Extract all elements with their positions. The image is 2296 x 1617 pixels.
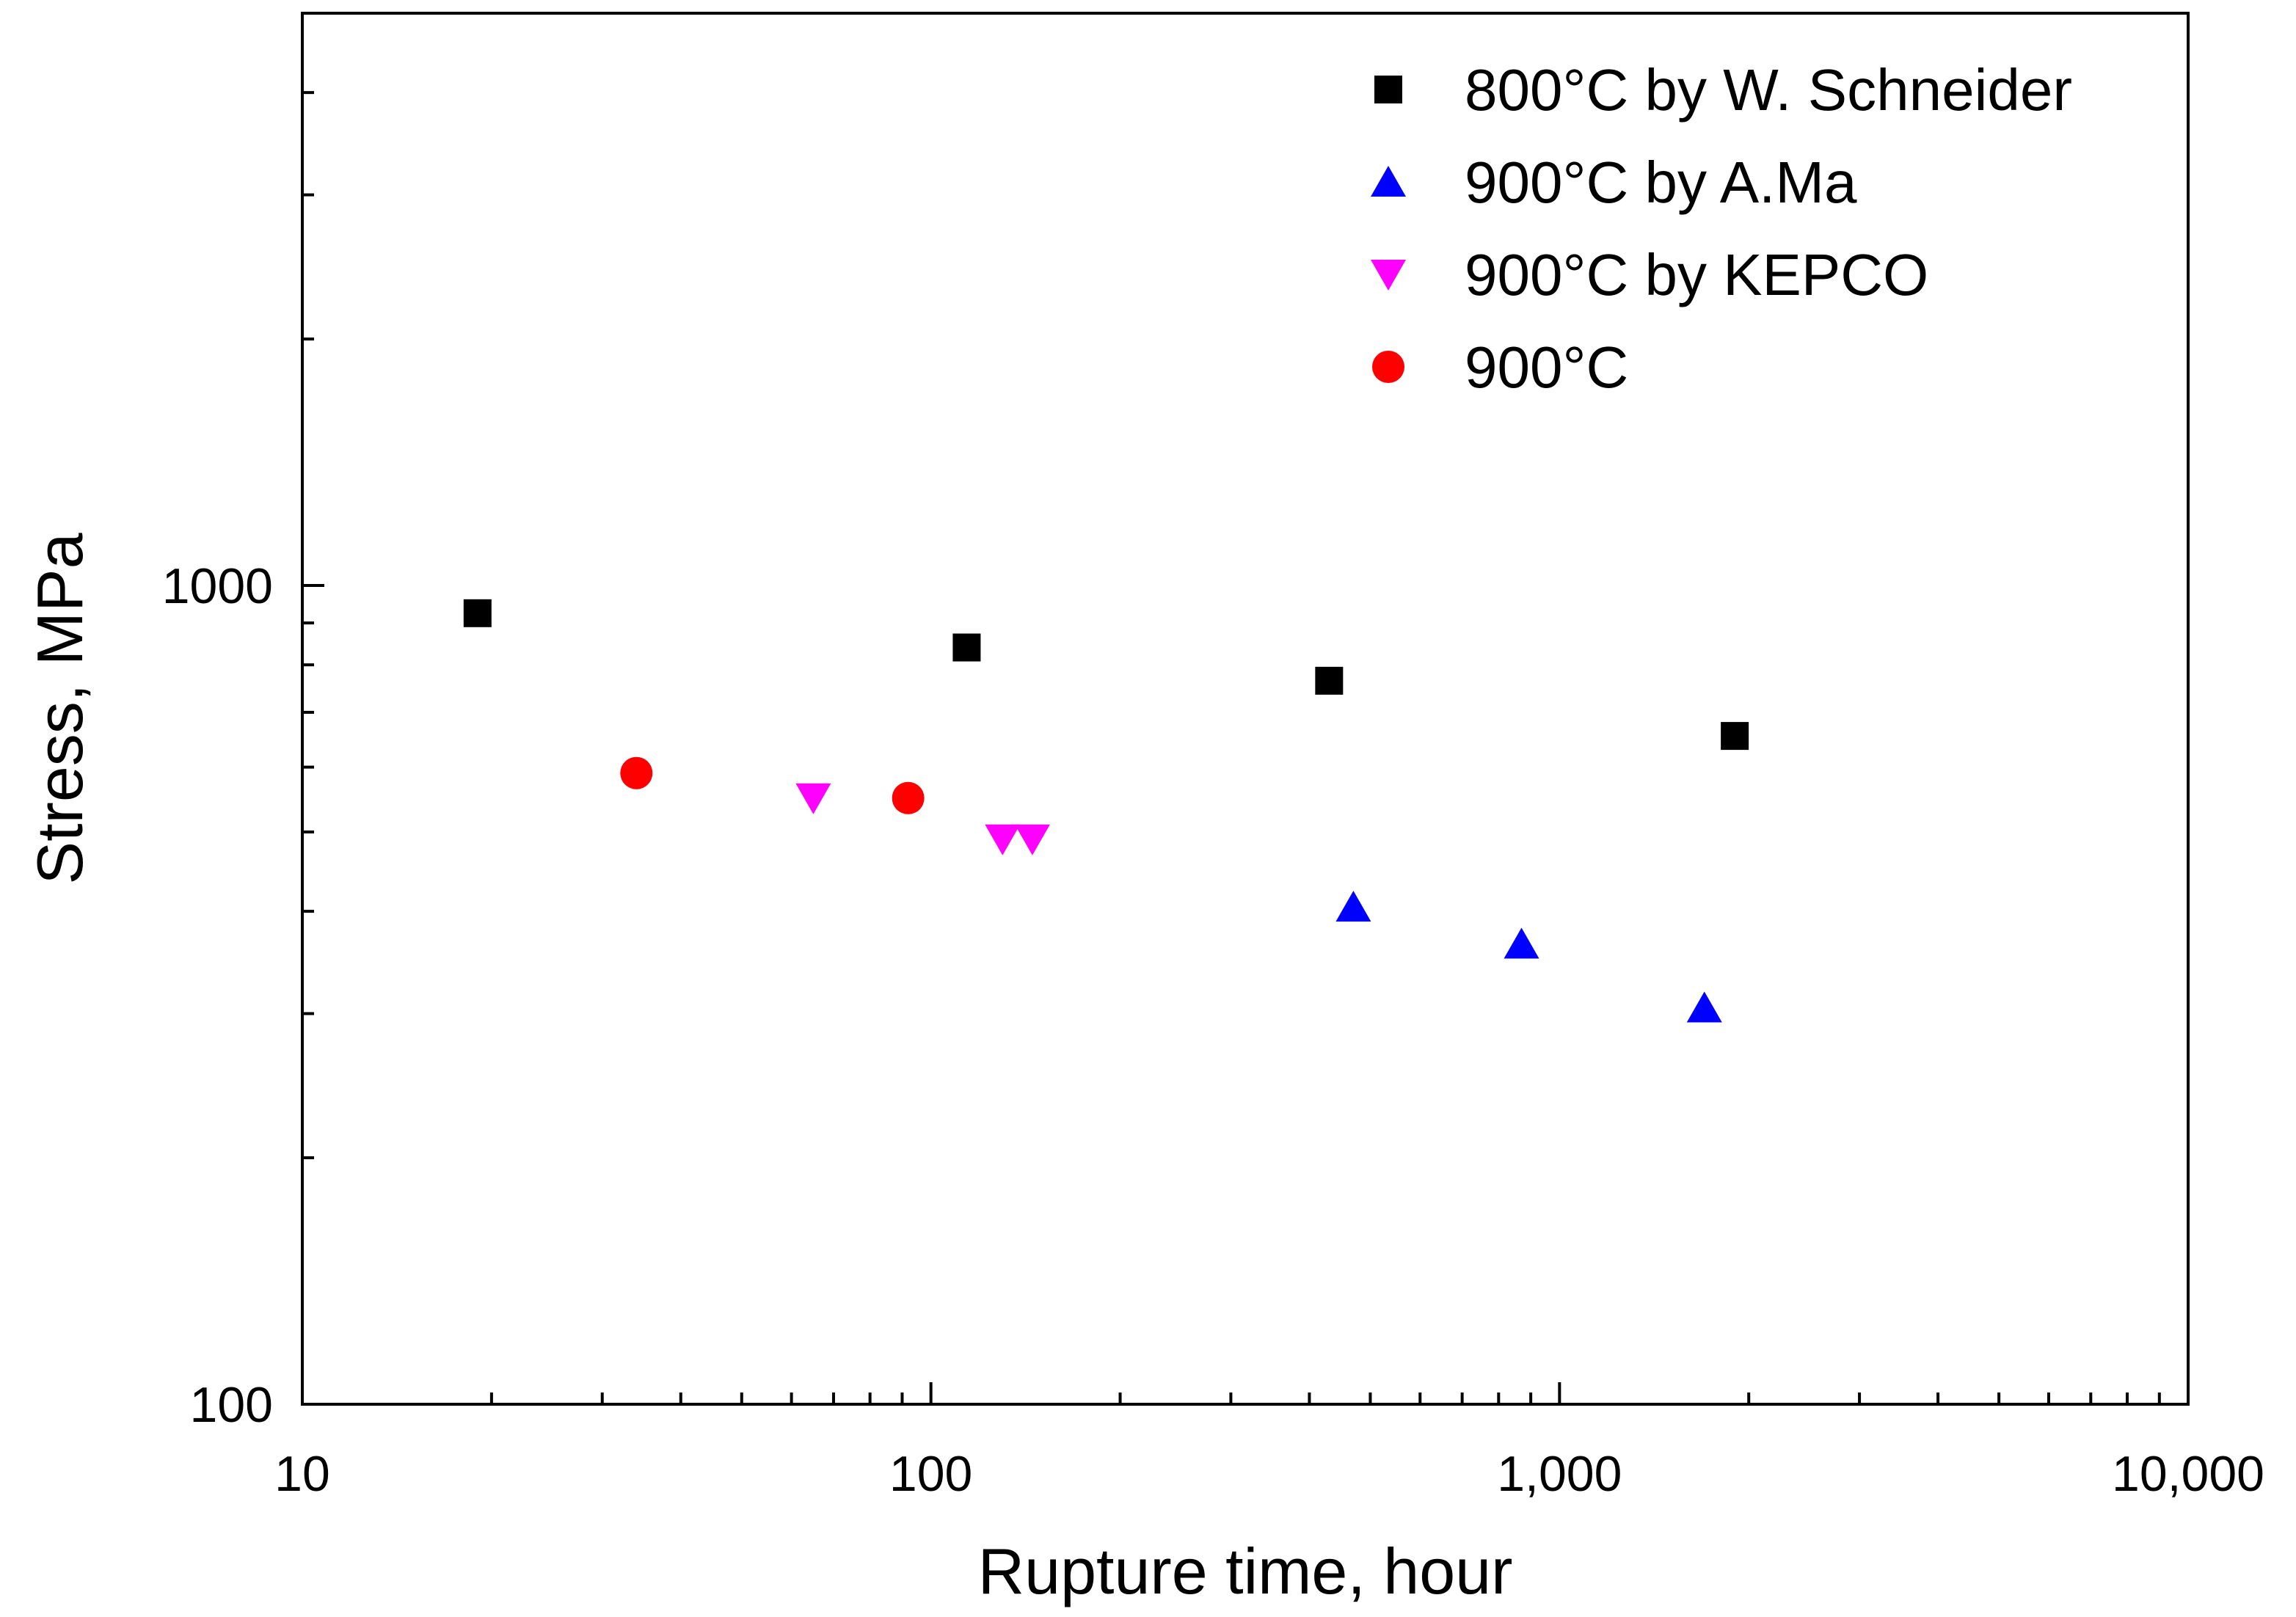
data-point xyxy=(795,783,831,814)
legend: 800°C by W. Schneider 900°C by A.Ma 900°C … xyxy=(1371,57,2072,400)
legend-entry: 800°C by W. Schneider xyxy=(1374,57,2072,123)
x-axis-title: Rupture time, hour xyxy=(978,1535,1513,1607)
data-point xyxy=(985,824,1021,855)
data-points xyxy=(463,599,1749,1023)
legend-entry: 900°C xyxy=(1372,335,1628,400)
data-point xyxy=(620,756,653,789)
legend-marker xyxy=(1371,166,1406,197)
legend-entry: 900°C by A.Ma xyxy=(1371,150,1857,215)
x-tick-label: 10,000 xyxy=(2112,1446,2264,1502)
legend-marker xyxy=(1374,76,1402,103)
series-2 xyxy=(795,783,1050,855)
plot-area xyxy=(301,12,2190,1406)
data-point xyxy=(463,599,492,627)
series-0 xyxy=(463,599,1749,751)
y-tick-label: 1000 xyxy=(162,558,273,614)
series-1 xyxy=(1335,891,1722,1023)
data-point xyxy=(1504,927,1539,959)
x-tick-label: 1,000 xyxy=(1497,1446,1622,1502)
y-tick-label: 100 xyxy=(190,1377,273,1433)
legend-label: 800°C by W. Schneider xyxy=(1465,57,2072,123)
legend-marker xyxy=(1371,260,1406,291)
x-tick-label: 10 xyxy=(274,1446,330,1502)
data-point xyxy=(1686,991,1722,1023)
legend-label: 900°C xyxy=(1465,335,1628,400)
axis-ticks xyxy=(301,12,2190,1406)
data-point xyxy=(1721,722,1749,751)
legend-marker xyxy=(1372,351,1404,383)
y-axis-title: Stress, MPa xyxy=(23,533,96,884)
x-tick-label: 100 xyxy=(889,1446,972,1502)
legend-label: 900°C by KEPCO xyxy=(1465,242,1928,307)
data-point xyxy=(1335,891,1371,922)
data-point xyxy=(952,633,981,662)
data-point xyxy=(1014,824,1050,855)
legend-label: 900°C by A.Ma xyxy=(1465,150,1857,215)
legend-entry: 900°C by KEPCO xyxy=(1371,242,1928,307)
data-point xyxy=(892,781,925,814)
data-point xyxy=(1315,666,1344,695)
series-3 xyxy=(620,756,925,814)
